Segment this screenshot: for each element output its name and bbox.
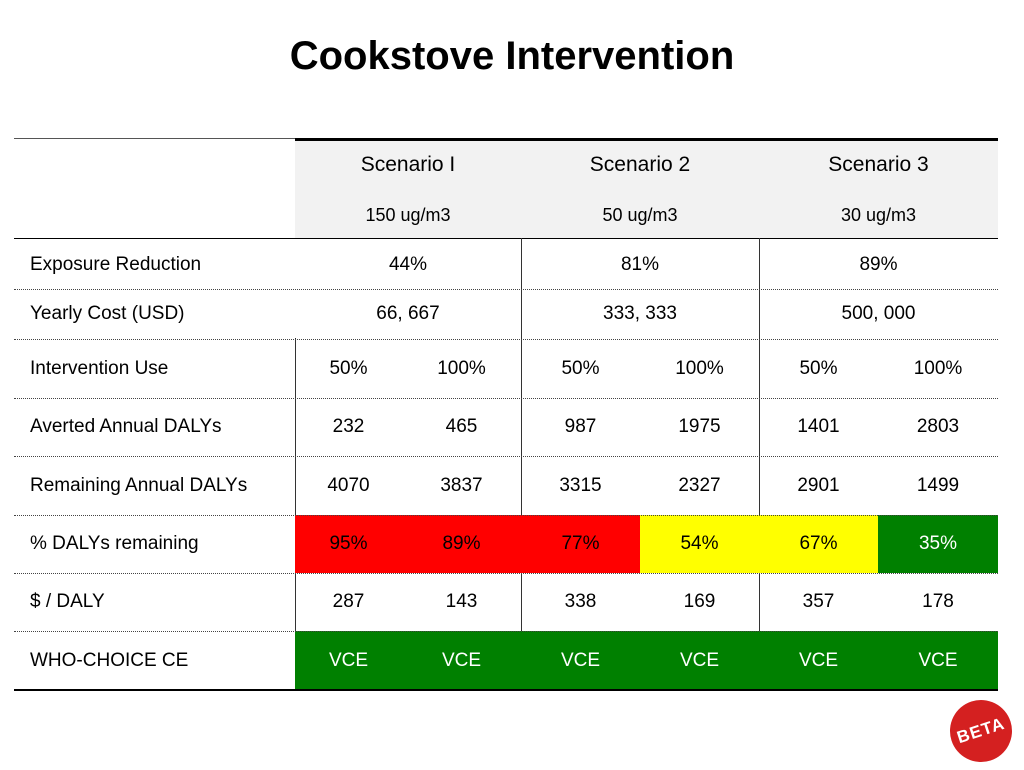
table-rule — [14, 573, 998, 574]
table-cell: VCE — [878, 631, 998, 690]
table-cell: 4070 — [327, 474, 370, 496]
table-cell: 95% — [295, 515, 402, 573]
row-label: $ / DALY — [30, 591, 105, 612]
table-cell: 81% — [620, 253, 660, 275]
table-rule — [14, 631, 998, 632]
table-cell: 89% — [859, 253, 898, 275]
table-cell: 1975 — [678, 416, 721, 437]
table-rule — [14, 289, 998, 290]
scenario-name: Scenario 2 — [589, 153, 691, 176]
table-cell: 2901 — [797, 474, 840, 496]
table-cell: 35% — [878, 515, 998, 573]
table-cell: 3837 — [440, 474, 483, 496]
table-cell: 50% — [329, 357, 368, 379]
table-rule — [14, 138, 295, 139]
table-cell: 77% — [521, 515, 640, 573]
table-cell: 67% — [759, 515, 878, 573]
table-cell: 3315 — [559, 474, 602, 496]
table-rule — [295, 138, 998, 141]
table-cell: 987 — [564, 416, 597, 437]
column-divider — [759, 238, 760, 690]
column-divider — [521, 238, 522, 690]
table-rule — [14, 398, 998, 399]
table-cell: 169 — [683, 591, 716, 612]
scenario-concentration: 150 ug/m3 — [365, 204, 451, 225]
table-cell: 500, 000 — [841, 303, 916, 324]
table-cell: 44% — [388, 253, 428, 275]
table-cell: 89% — [402, 515, 521, 573]
table-cell: VCE — [759, 631, 878, 690]
table-cell: 2803 — [916, 416, 960, 437]
table-cell: 178 — [922, 591, 954, 612]
table-cell: VCE — [295, 631, 402, 690]
table-cell: 2327 — [678, 474, 721, 496]
header-background — [295, 139, 998, 238]
table-cell: 1499 — [916, 474, 960, 496]
row-label: Remaining Annual DALYs — [30, 474, 248, 496]
table-cell: 1401 — [797, 416, 840, 437]
table-cell: 50% — [799, 357, 838, 379]
row-label: % DALYs remaining — [30, 533, 199, 554]
table-cell: VCE — [402, 631, 521, 690]
table-cell: 66, 667 — [376, 303, 440, 324]
table-cell: 333, 333 — [603, 303, 677, 324]
scenario-name: Scenario 3 — [828, 153, 929, 176]
table-cell: 232 — [332, 416, 365, 437]
table-cell: VCE — [640, 631, 759, 690]
table-rule — [14, 515, 998, 516]
column-divider — [295, 338, 296, 690]
table-rule — [14, 238, 998, 239]
scenario-concentration: 30 ug/m3 — [840, 204, 917, 225]
table-cell: 100% — [437, 357, 486, 379]
row-label: Averted Annual DALYs — [30, 416, 222, 437]
table-cell: 54% — [640, 515, 759, 573]
table-cell: 287 — [332, 591, 365, 612]
table-rule — [14, 689, 998, 691]
scenario-concentration: 50 ug/m3 — [602, 204, 678, 225]
table-cell: 100% — [675, 357, 724, 379]
table-rule — [14, 456, 998, 457]
scenario-name: Scenario I — [360, 153, 456, 176]
row-label: WHO-CHOICE CE — [30, 649, 189, 671]
table-cell: 100% — [913, 357, 963, 379]
row-label: Yearly Cost (USD) — [30, 303, 185, 324]
table-rule — [14, 339, 998, 340]
table-cell: 338 — [564, 591, 597, 612]
table-cell: 50% — [561, 357, 600, 379]
row-label: Exposure Reduction — [30, 253, 202, 275]
table-cell: 465 — [445, 416, 478, 437]
row-label: Intervention Use — [30, 357, 169, 379]
table-cell: VCE — [521, 631, 640, 690]
page-title: Cookstove Intervention — [289, 34, 735, 78]
table-cell: 143 — [445, 591, 478, 612]
table-cell: 357 — [802, 591, 835, 612]
